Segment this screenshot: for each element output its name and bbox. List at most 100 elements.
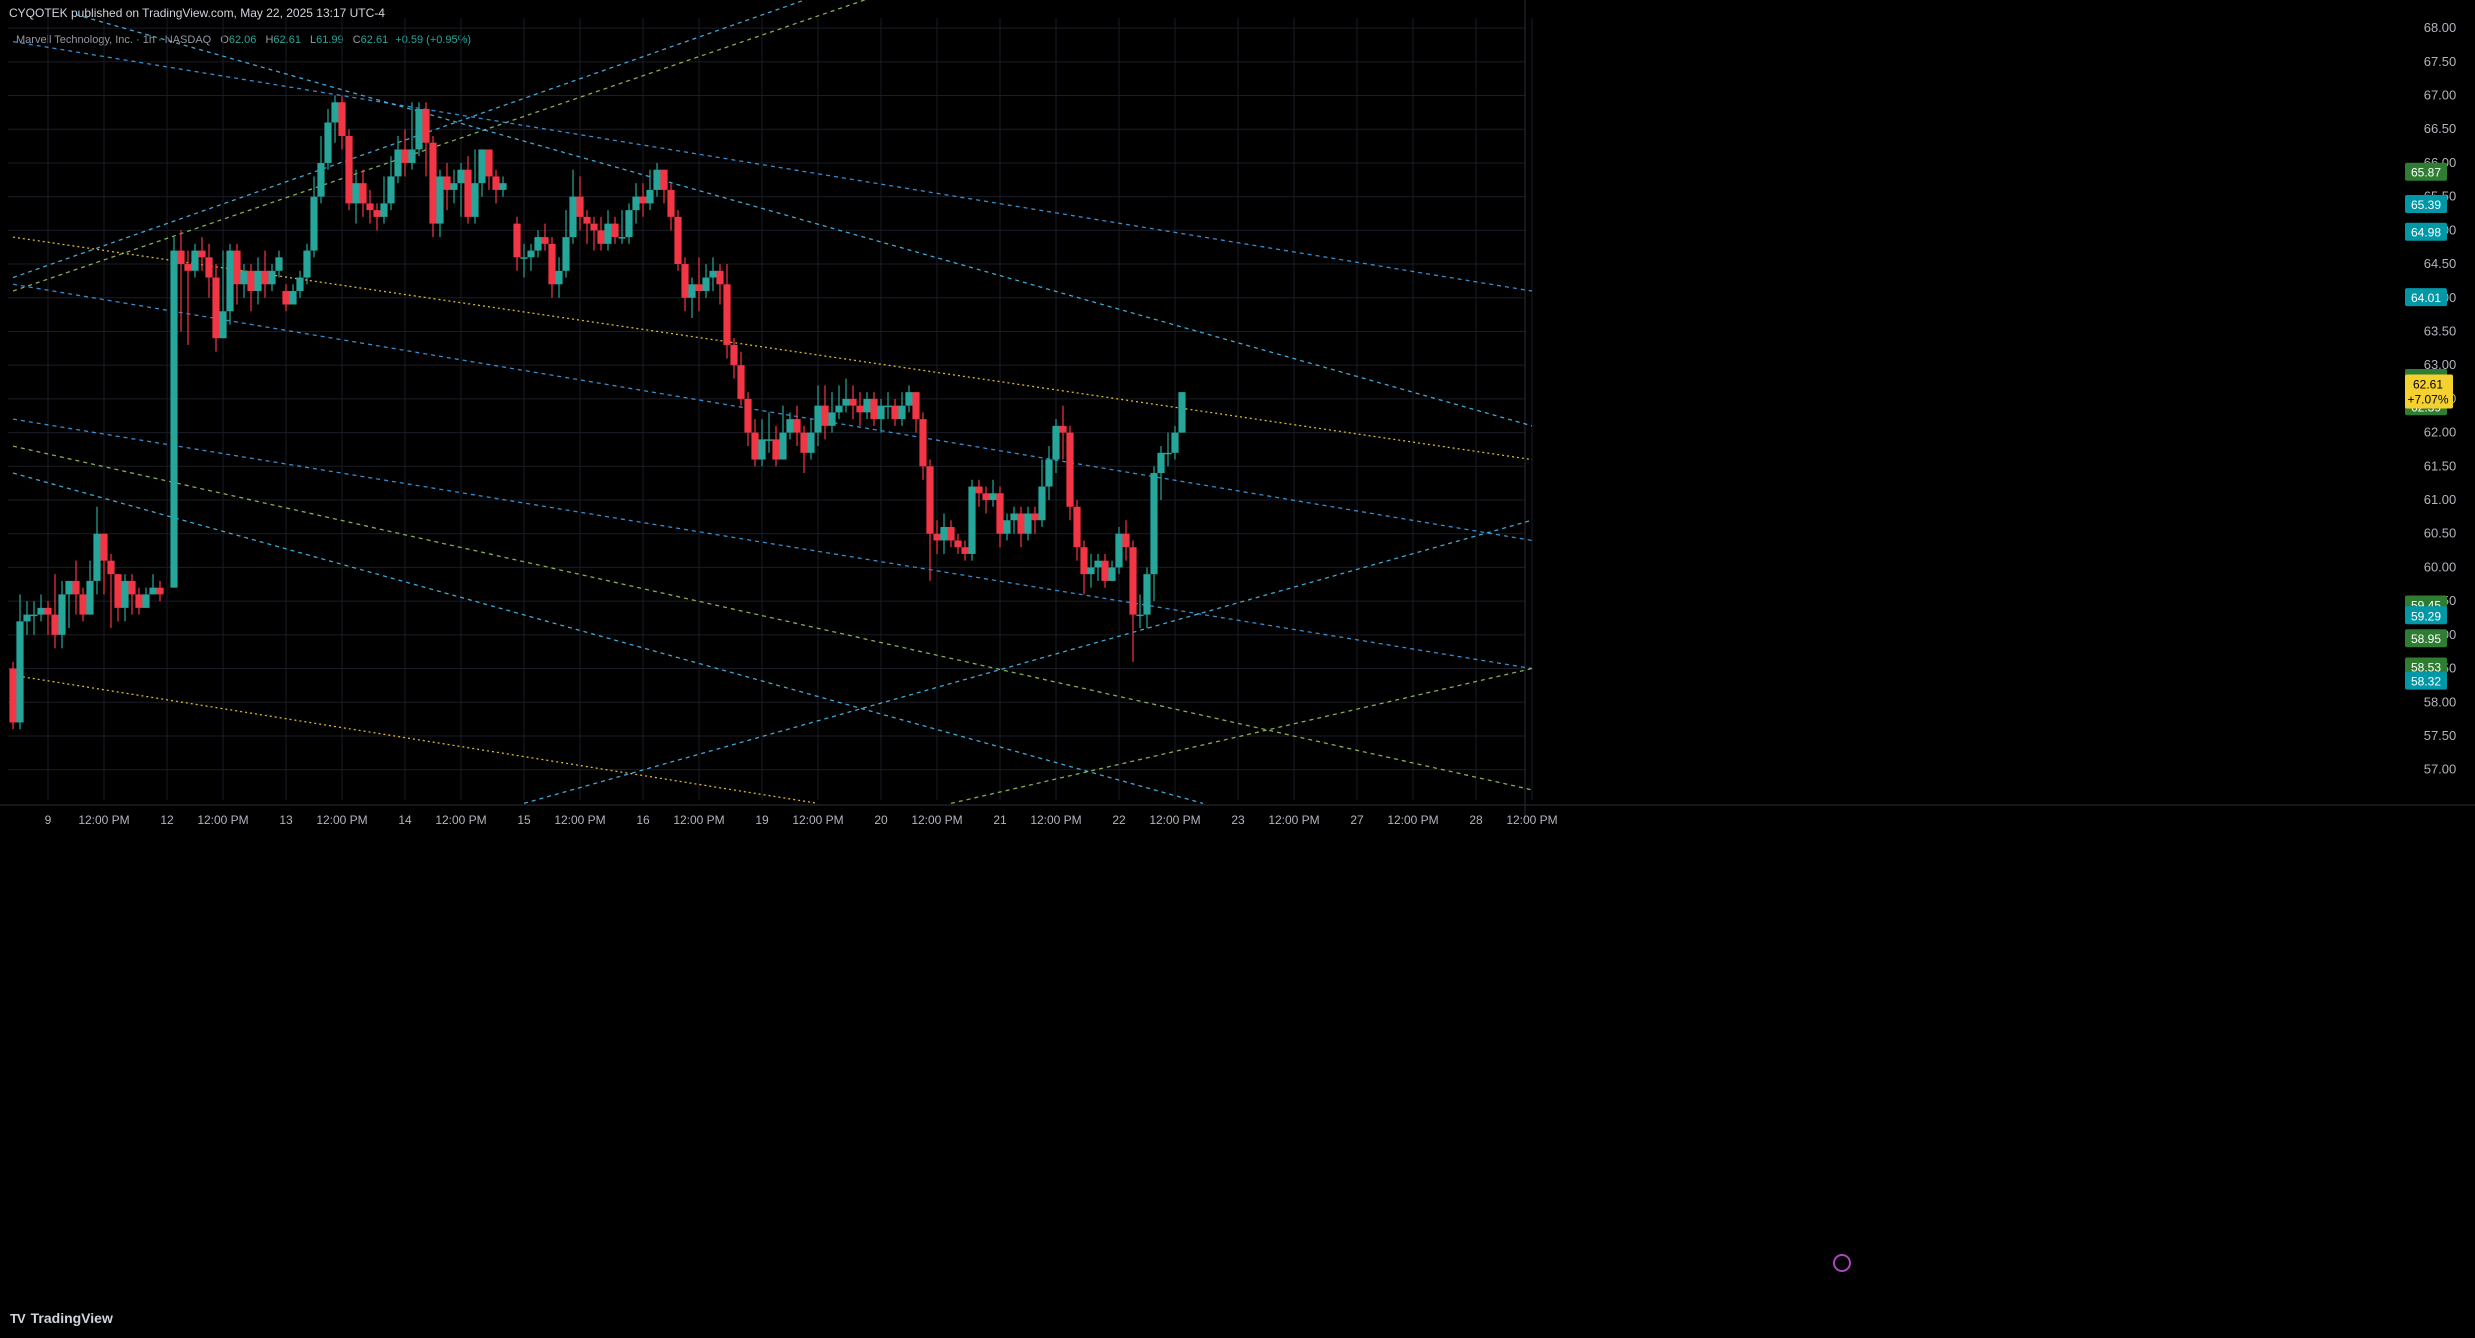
candle-body [667, 189, 675, 217]
price-badge [2405, 657, 2447, 676]
price-badge-label: 64.01 [2411, 291, 2441, 305]
price-badge [2405, 288, 2447, 307]
candle-body [947, 526, 955, 541]
candle-body [1031, 513, 1039, 521]
candle-body [975, 486, 983, 494]
candle-body [695, 284, 703, 292]
x-tick-label: 12:00 PM [1387, 813, 1438, 827]
candle-body [226, 250, 234, 312]
candle-body [436, 176, 444, 224]
candle-body [499, 183, 507, 190]
candle-body [709, 270, 717, 278]
candle-body [1080, 547, 1088, 575]
candle-body [996, 493, 1004, 534]
candle-body [30, 614, 38, 617]
candle-body [471, 183, 479, 217]
candle-body [79, 594, 87, 615]
candle-body [912, 392, 920, 420]
high-label: H [265, 34, 274, 46]
candle-body [814, 405, 822, 433]
publish-caption: CYQOTEK published on TradingView.com, Ma… [9, 6, 385, 20]
x-tick-label: 20 [874, 813, 888, 827]
candle-body [156, 587, 164, 595]
candle-body [933, 533, 941, 541]
candle-body [898, 405, 906, 420]
candle-body [653, 169, 661, 190]
candle-body [1136, 614, 1144, 617]
candle-body [23, 614, 31, 622]
y-tick-label: 58.00 [2424, 694, 2457, 709]
candle-body [1157, 452, 1165, 474]
candle-body [212, 277, 220, 339]
candle-body [772, 439, 780, 460]
candle-body [961, 547, 969, 554]
candle-body [240, 270, 248, 285]
candle-body [520, 257, 528, 259]
candle-body [1045, 459, 1053, 487]
last-price-change: +7.07% [2407, 392, 2448, 406]
x-tick-label: 15 [517, 813, 531, 827]
candle-body [107, 560, 115, 575]
y-tick-label: 63.00 [2424, 357, 2457, 372]
candle-body [968, 486, 976, 554]
candle-body [100, 533, 108, 561]
x-tick-label: 21 [993, 813, 1007, 827]
trendline [12, 472, 1204, 804]
x-tick-label: 12:00 PM [1149, 813, 1200, 827]
candle-body [737, 365, 745, 399]
y-tick-label: 61.50 [2424, 458, 2457, 473]
candle-body [366, 203, 374, 211]
trendline [12, 40, 1533, 292]
candle-body [422, 109, 430, 143]
trendline [75, 14, 1533, 427]
candle-body [1038, 486, 1046, 521]
candle-body [786, 419, 794, 433]
candle-body [275, 257, 283, 271]
candle-body [576, 196, 584, 217]
event-marker-icon [1833, 1254, 1851, 1272]
candle-body [779, 432, 787, 460]
candle-body [765, 439, 773, 441]
tradingview-logo-icon: TV [10, 1310, 26, 1326]
candle-body [562, 237, 570, 271]
candle-body [198, 250, 206, 258]
change-value: +0.59 (+0.95%) [395, 34, 472, 46]
candle-body [121, 580, 129, 608]
x-tick-label: 12:00 PM [1506, 813, 1557, 827]
x-tick-label: 14 [398, 813, 412, 827]
candle-body [625, 210, 633, 238]
candle-body [380, 203, 388, 217]
candle-body [1150, 473, 1158, 575]
candle-body [723, 284, 731, 345]
candle-body [51, 614, 59, 635]
candle-body [1115, 533, 1123, 568]
trendline [12, 445, 1533, 791]
x-tick-label: 9 [45, 813, 52, 827]
low-label: L [310, 34, 317, 46]
candle-body [541, 237, 549, 244]
candle-body [632, 196, 640, 211]
candle-body [72, 580, 80, 595]
candle-body [310, 196, 318, 251]
close-value: 62.61 [360, 34, 389, 46]
y-tick-label: 61.00 [2424, 492, 2457, 507]
candle-body [93, 533, 101, 581]
x-tick-label: 27 [1350, 813, 1364, 827]
candle-body [394, 149, 402, 177]
candle-body [282, 291, 290, 305]
price-badge-label: 65.39 [2411, 198, 2441, 212]
y-tick-label: 62.00 [2424, 425, 2457, 440]
high-value: 62.61 [273, 34, 301, 46]
candle-body [1178, 392, 1186, 433]
candle-body [807, 432, 815, 453]
trendline [950, 667, 1533, 805]
candle-body [219, 311, 227, 339]
footer-brand[interactable]: TV TradingView [10, 1310, 113, 1326]
y-tick-label: 60.00 [2424, 559, 2457, 574]
candle-body [751, 432, 759, 460]
candle-body [1122, 533, 1130, 548]
x-tick-label: 12:00 PM [1268, 813, 1319, 827]
trendline [12, 0, 807, 279]
candle-body [646, 189, 654, 204]
